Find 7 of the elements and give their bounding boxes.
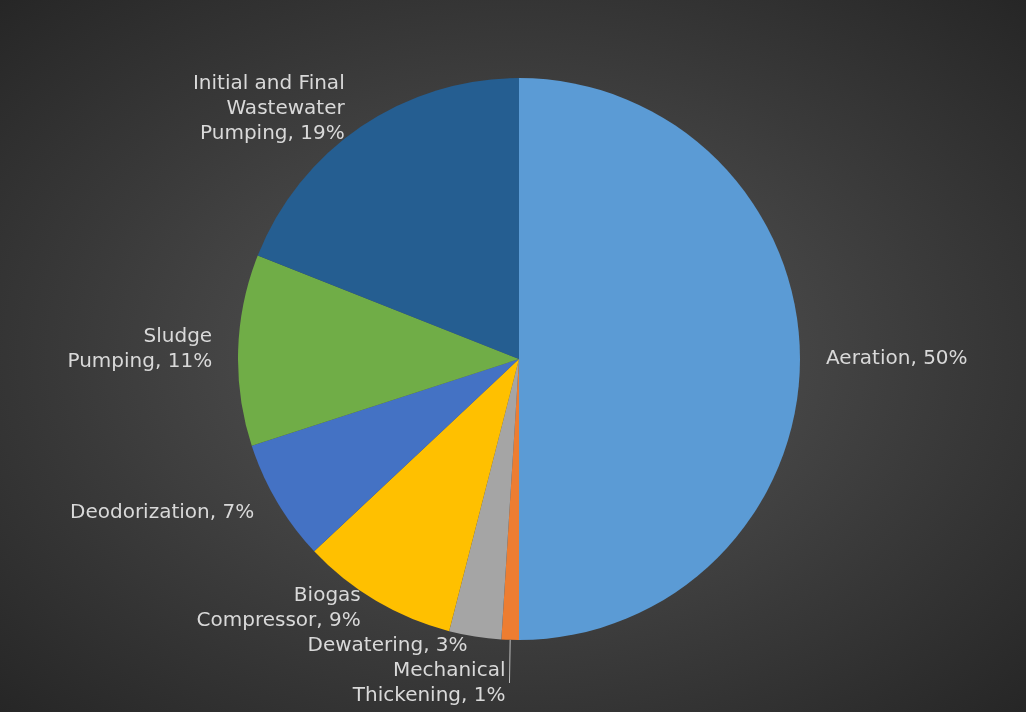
slice-label: Initial and Final Wastewater Pumping, 19% [192,69,346,144]
slice-label: Biogas Compressor, 9% [196,581,361,631]
slice-label: Sludge Pumping, 11% [67,323,213,373]
slice-label: Deodorization, 7% [70,499,255,524]
slice-label: Aeration, 50% [826,345,968,370]
slice-label: Mechanical Thickening, 1% [351,656,506,706]
slice-label: Dewatering, 3% [307,631,468,656]
